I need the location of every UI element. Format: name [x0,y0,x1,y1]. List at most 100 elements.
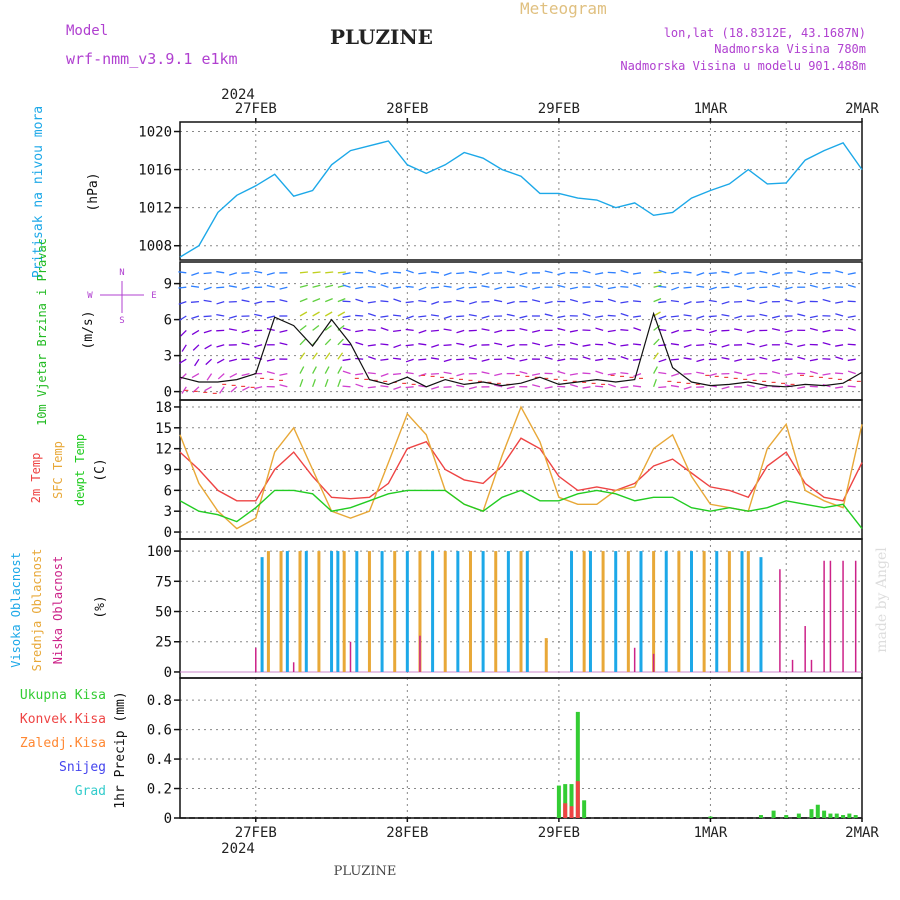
wind-arrow [254,300,263,305]
cloud-bar [443,551,447,672]
wind-arrow [759,270,768,274]
wind-arrow [393,386,402,391]
wind-arrow [191,329,200,336]
wind-arrow [367,285,376,288]
wind-arrow [418,299,427,303]
y-tick-label: 0.8 [147,693,172,709]
wind-arrow [443,272,452,277]
wind-arrow [456,342,465,346]
model-name: wrf-nmm_v3.9.1 e1km [66,50,238,68]
precip-bar [758,815,763,818]
wind-arrow [228,285,237,288]
wind-arrow [582,344,591,347]
wind-arrow [279,329,288,333]
wind-arrow [380,284,389,288]
wind-arrow [620,329,629,332]
wind-arrow [312,284,321,288]
panel-frame [179,677,863,819]
wind-arrow [494,286,503,291]
wind-arrow [241,329,250,334]
wind-arrow [468,313,477,317]
wind-arrow [759,313,768,317]
panel-frame [179,121,863,261]
cloud-bar [349,641,352,672]
wind-arrow [443,328,452,332]
precip-bar [784,815,789,818]
wind-arrow [771,284,781,288]
wind-arrow [380,272,389,275]
wind-arrow [443,344,452,347]
wind-arrow [797,313,806,317]
cloud-bar [456,551,460,672]
wind-arrow [721,286,730,289]
wind-arrow [544,344,553,348]
wind-arrow [595,327,604,332]
wind-arrow [734,315,743,319]
wind-arrow [254,270,263,274]
wind-arrow [633,327,642,332]
wind-arrow [582,300,591,304]
wind-arrow [380,343,389,346]
footer-station: PLUZINE [334,864,397,879]
wind-arrow [337,311,346,317]
wind-arrow [746,286,755,291]
compass-e: E [151,291,156,301]
cloud-bar [639,551,643,672]
precip-bar [563,803,568,818]
top-day-label: 2MAR [845,101,879,117]
wind-arrow [797,356,806,360]
precip-bar [828,813,833,818]
wind-arrow [721,357,730,360]
wind-arrow [683,286,692,289]
wind-arrow [405,371,414,375]
wind-arrow [531,372,541,376]
precip-bar [708,816,713,818]
wind-arrow [607,329,616,333]
wind-arrow [203,286,212,291]
wind-arrow [405,315,414,320]
wind-arrow [456,384,465,388]
cloud-bar [823,560,825,672]
wind-arrow [355,286,364,290]
wind-arrow [847,385,856,388]
wind-arrow [532,286,541,290]
wind-arrow [205,358,213,366]
lonlat-text: lon,lat (18.8312E, 43.1687N) [664,26,866,40]
wind-arrow [771,371,781,375]
wind-arrow [241,286,250,291]
wind-arrow [430,329,439,332]
wind-arrow [228,358,238,362]
wind-arrow [279,299,288,303]
wind-arrow [557,358,566,362]
temp2m-ylabel: 2m Temp [29,453,43,504]
wind-arrow [784,372,793,376]
compass-w: W [87,291,93,301]
wind-arrow [607,341,616,346]
wind-arrow [683,344,692,348]
wind-arrow [809,370,818,375]
cloud-bar [405,551,409,672]
wind-arrow [180,329,187,337]
pressure-panel: 1008 1012 1016 1020 [138,121,863,261]
wind-arrow [405,300,414,304]
wind-arrow [532,329,541,333]
cloud-bar [614,551,618,672]
wind-arrow [456,329,465,334]
wind-arrow [653,379,657,388]
wind-arrow [230,386,238,393]
wind-arrow [392,372,402,376]
wind-arrow [468,357,477,360]
wind-arrow [809,327,818,332]
wind-arrow [405,344,414,347]
model-altitude-text: Nadmorska Visina u modelu 901.488m [620,59,866,73]
wind-arrow [494,342,503,346]
wind-arrow [822,341,831,346]
wind-arrow [494,329,503,334]
wind-arrow [746,329,755,334]
wind-arrow [430,286,439,289]
wind-arrow [216,270,225,274]
wind-arrow [653,366,658,374]
wind-arrow [380,385,389,388]
wind-arrow [337,352,344,360]
wind-arrow [228,272,238,276]
